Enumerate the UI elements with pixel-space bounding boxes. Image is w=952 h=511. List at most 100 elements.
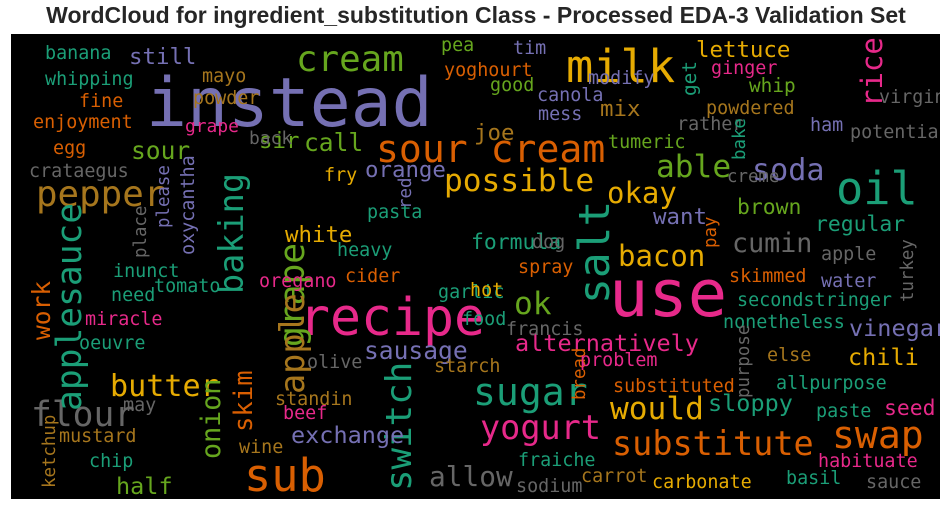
word-vinegar: vinegar — [849, 314, 940, 342]
word-call: call — [304, 128, 363, 157]
word-use: use — [609, 256, 727, 332]
word-powdered: powdered — [706, 98, 795, 119]
word-white: white — [285, 222, 352, 248]
word-fraiche: fraiche — [518, 450, 596, 471]
word-would: would — [610, 391, 704, 427]
word-skim: skim — [229, 370, 259, 432]
word-tumeric: tumeric — [608, 132, 686, 153]
word-sugar: sugar — [473, 370, 588, 414]
word-habituate: habituate — [818, 451, 918, 472]
word-food: food — [462, 309, 506, 330]
word-potential: potential — [850, 122, 940, 143]
word-wine: wine — [239, 437, 283, 458]
word-carrot: carrot — [581, 466, 647, 487]
word-cumin: cumin — [732, 228, 812, 259]
word-starch: starch — [434, 356, 500, 377]
word-half: half — [116, 472, 173, 499]
word-miracle: miracle — [85, 309, 163, 330]
word-joe: joe — [474, 120, 514, 146]
word-nonetheless: nonetheless — [723, 312, 845, 333]
word-powder: powder — [193, 88, 259, 109]
word-recipe: recipe — [299, 288, 485, 348]
word-oxycantha: oxycantha — [178, 155, 199, 255]
word-cloud: instead use recipe milk oil sub salt sour cream… — [11, 34, 940, 499]
word-whip: whip — [749, 74, 796, 97]
word-ginger: ginger — [711, 58, 777, 79]
word-inunct: inunct — [113, 261, 179, 282]
word-ok: ok — [514, 286, 552, 322]
word-enjoyment: enjoyment — [33, 112, 133, 133]
word-butter: butter — [110, 369, 219, 404]
word-grape: grape — [273, 243, 313, 347]
word-virgin: virgin — [879, 87, 940, 108]
word-tomato: tomato — [154, 276, 220, 297]
word-ham: ham — [810, 115, 843, 136]
word-chip: chip — [89, 451, 133, 472]
word-okay: okay — [607, 176, 677, 210]
word-basil: basil — [786, 468, 841, 489]
word-able: able — [656, 149, 731, 185]
word-olive: olive — [307, 352, 362, 373]
word-swap: swap — [832, 413, 924, 457]
word-pea: pea — [441, 35, 474, 56]
word-sour-cream: sour cream — [376, 127, 605, 171]
word-allow: allow — [429, 460, 513, 493]
word-egg: egg — [53, 138, 86, 159]
word-cream: cream — [296, 39, 404, 80]
word-francis: francis — [506, 319, 584, 340]
word-flour: flour — [31, 395, 135, 435]
word-mustard: mustard — [59, 426, 137, 447]
word-beef: beef — [283, 403, 327, 424]
chart-title: WordCloud for ingredient_substitution Cl… — [46, 2, 906, 28]
word-baking: baking — [212, 173, 251, 294]
word-chili: chili — [848, 343, 919, 371]
word-bacon: bacon — [618, 239, 705, 273]
word-carbonate: carbonate — [652, 472, 752, 493]
word-possible: possible — [444, 163, 594, 199]
word-bake: bake — [730, 118, 750, 160]
word-fine: fine — [79, 91, 123, 112]
word-soda: soda — [752, 153, 824, 188]
word-mess: mess — [538, 104, 582, 125]
word-formula: formula — [471, 230, 561, 255]
word-water: water — [821, 271, 876, 292]
word-substitute: substitute — [612, 424, 814, 463]
word-applesauce: applesauce — [50, 203, 90, 411]
word-allpurpose: allpurpose — [776, 373, 887, 394]
word-bread: bread — [570, 348, 590, 400]
word-spray: spray — [518, 257, 573, 278]
word-banana: banana — [45, 43, 111, 64]
word-may: may — [123, 395, 156, 416]
word-need: need — [111, 285, 155, 306]
word-salt: salt — [570, 201, 620, 304]
word-fry: fry — [324, 165, 357, 186]
word-good: good — [490, 75, 534, 96]
cloud-background — [11, 34, 940, 499]
word-cloud-canvas: instead use recipe milk oil sub salt sour cream… — [11, 34, 940, 499]
word-want: want — [653, 204, 707, 230]
word-orange: orange — [365, 157, 446, 183]
word-regular: regular — [815, 212, 905, 237]
word-still: still — [129, 44, 196, 70]
word-else: else — [767, 345, 811, 366]
word-purpose: purpose — [734, 325, 754, 398]
word-brown: brown — [737, 195, 801, 220]
word-pasta: pasta — [367, 202, 422, 223]
word-standin: standin — [275, 389, 353, 410]
word-instead: instead — [146, 64, 433, 143]
word-oil: oil — [836, 162, 918, 215]
word-dog: dog — [532, 232, 565, 253]
word-seed: seed — [884, 396, 936, 421]
word-grape: grape — [185, 116, 239, 137]
word-sloppy: sloppy — [708, 389, 793, 417]
word-secondstringer: secondstringer — [737, 290, 892, 311]
word-skimmed: skimmed — [729, 266, 807, 287]
word-switch: switch — [379, 362, 420, 491]
word-ketchup: ketchup — [40, 415, 60, 488]
word-apple: apple — [273, 293, 312, 394]
word-oregano: oregano — [259, 271, 337, 292]
word-get: get — [678, 61, 701, 96]
word-yoghourt: yoghourt — [444, 60, 533, 81]
word-mix: mix — [600, 96, 640, 122]
word-sausage: sausage — [364, 336, 468, 365]
